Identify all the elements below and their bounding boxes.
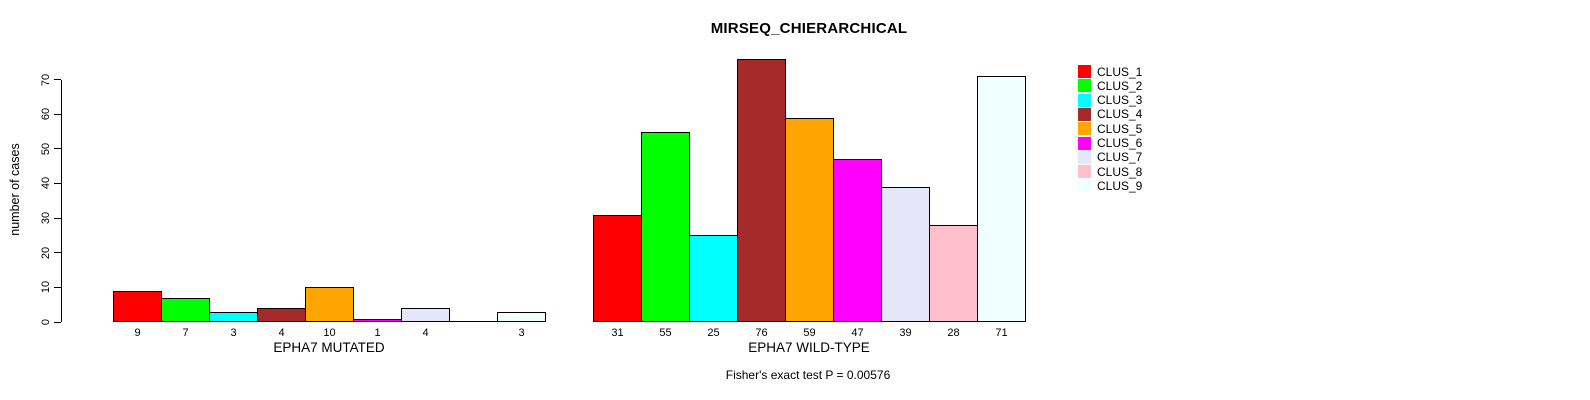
bar-clus_6-wildtype <box>833 159 882 322</box>
y-axis-line <box>61 79 62 322</box>
legend-color-swatch <box>1078 150 1091 164</box>
bar-clus_3-mutated <box>209 311 258 322</box>
y-axis-tick <box>54 113 61 115</box>
legend-color-swatch <box>1078 93 1091 107</box>
y-axis-label: number of cases <box>8 143 22 236</box>
legend-item-label: CLUS_2 <box>1097 78 1143 93</box>
bar-value-label: 10 <box>323 327 336 339</box>
group-label-mutated: EPHA7 MUTATED <box>273 340 385 355</box>
y-axis-tick <box>54 79 61 80</box>
bar-value-label: 3 <box>230 327 237 339</box>
y-axis-tick <box>54 217 61 219</box>
legend-item-label: CLUS_8 <box>1097 164 1143 179</box>
legend-item-label: CLUS_6 <box>1097 136 1143 150</box>
bar-value-label: 7 <box>182 327 189 339</box>
y-axis-tick-label: 10 <box>40 281 52 294</box>
y-axis-tick-label: 50 <box>40 142 52 155</box>
legend-color-swatch <box>1078 79 1091 93</box>
bar-value-label: 1 <box>374 327 381 339</box>
legend-color-swatch <box>1078 136 1091 150</box>
bar-clus_5-wildtype <box>785 117 834 322</box>
bar-value-label: 59 <box>803 327 816 339</box>
bar-clus_4-mutated <box>257 308 306 322</box>
bar-value-label: 4 <box>278 327 285 339</box>
legend-item-label: CLUS_9 <box>1097 178 1143 193</box>
y-axis-tick-label: 0 <box>40 318 52 326</box>
y-axis-tick-label: 60 <box>40 107 52 121</box>
bar-clus_3-wildtype <box>689 235 738 322</box>
y-axis-tick <box>54 321 61 323</box>
y-axis-tick-label: 30 <box>40 211 52 225</box>
fisher-test-annotation: Fisher's exact test P = 0.00576 <box>725 368 891 382</box>
bar-value-label: 28 <box>947 327 960 339</box>
y-axis-tick <box>54 286 61 288</box>
y-axis-tick-label: 70 <box>40 73 52 86</box>
legend-item-label: CLUS_4 <box>1097 107 1143 122</box>
bar-value-label: 31 <box>611 327 624 339</box>
bar-clus_9-mutated <box>497 311 546 322</box>
bar-clus_1-wildtype <box>593 214 642 322</box>
legend-item-clus_5: CLUS_5 <box>1078 121 1143 136</box>
legend-item-clus_8: CLUS_8 <box>1078 164 1143 179</box>
legend-color-swatch <box>1078 122 1091 136</box>
y-axis-tick-label: 40 <box>40 177 52 190</box>
legend-item-label: CLUS_3 <box>1097 93 1143 108</box>
bar-value-label: 3 <box>518 327 525 339</box>
legend-color-swatch <box>1078 179 1091 193</box>
legend-item-label: CLUS_7 <box>1097 150 1143 165</box>
y-axis-tick <box>54 148 61 150</box>
legend-item-clus_6: CLUS_6 <box>1078 136 1143 150</box>
legend-item-clus_1: CLUS_1 <box>1078 64 1143 79</box>
legend-item-clus_9: CLUS_9 <box>1078 178 1143 193</box>
bar-value-label: 76 <box>755 327 768 339</box>
bar-clus_8-wildtype <box>929 225 978 322</box>
bar-clus_6-mutated <box>353 318 402 322</box>
bar-value-label: 25 <box>707 327 720 339</box>
chart-title: MIRSEQ_CHIERARCHICAL <box>710 20 908 37</box>
bar-clus_5-mutated <box>305 287 354 322</box>
bar-clus_1-mutated <box>113 290 162 322</box>
group-label-wildtype: EPHA7 WILD-TYPE <box>748 340 870 355</box>
y-axis-tick <box>54 252 61 254</box>
legend-item-clus_7: CLUS_7 <box>1078 150 1143 165</box>
y-axis-tick-label: 20 <box>40 246 52 259</box>
bar-clus_8-mutated <box>449 321 498 322</box>
bar-value-label: 55 <box>659 327 672 339</box>
legend-item-label: CLUS_5 <box>1097 121 1143 136</box>
legend-color-swatch <box>1078 65 1091 78</box>
legend-item-clus_4: CLUS_4 <box>1078 107 1143 122</box>
bar-value-label: 9 <box>134 327 141 339</box>
legend-item-clus_2: CLUS_2 <box>1078 78 1143 93</box>
bar-value-label: 47 <box>851 327 864 339</box>
legend-color-swatch <box>1078 107 1091 121</box>
bar-value-label: 71 <box>995 327 1008 339</box>
legend-item-clus_3: CLUS_3 <box>1078 93 1143 108</box>
legend-color-swatch <box>1078 165 1091 179</box>
bar-clus_2-mutated <box>161 297 210 323</box>
bar-value-label: 39 <box>899 327 912 339</box>
legend-item-label: CLUS_1 <box>1097 64 1143 79</box>
bar-value-label: 4 <box>422 327 429 339</box>
y-axis-tick <box>54 182 61 184</box>
bar-clus_4-wildtype <box>737 58 786 322</box>
bar-clus_7-mutated <box>401 308 450 322</box>
bar-clus_7-wildtype <box>881 186 930 322</box>
bar-clus_9-wildtype <box>977 76 1026 322</box>
bar-clus_2-wildtype <box>641 131 690 322</box>
